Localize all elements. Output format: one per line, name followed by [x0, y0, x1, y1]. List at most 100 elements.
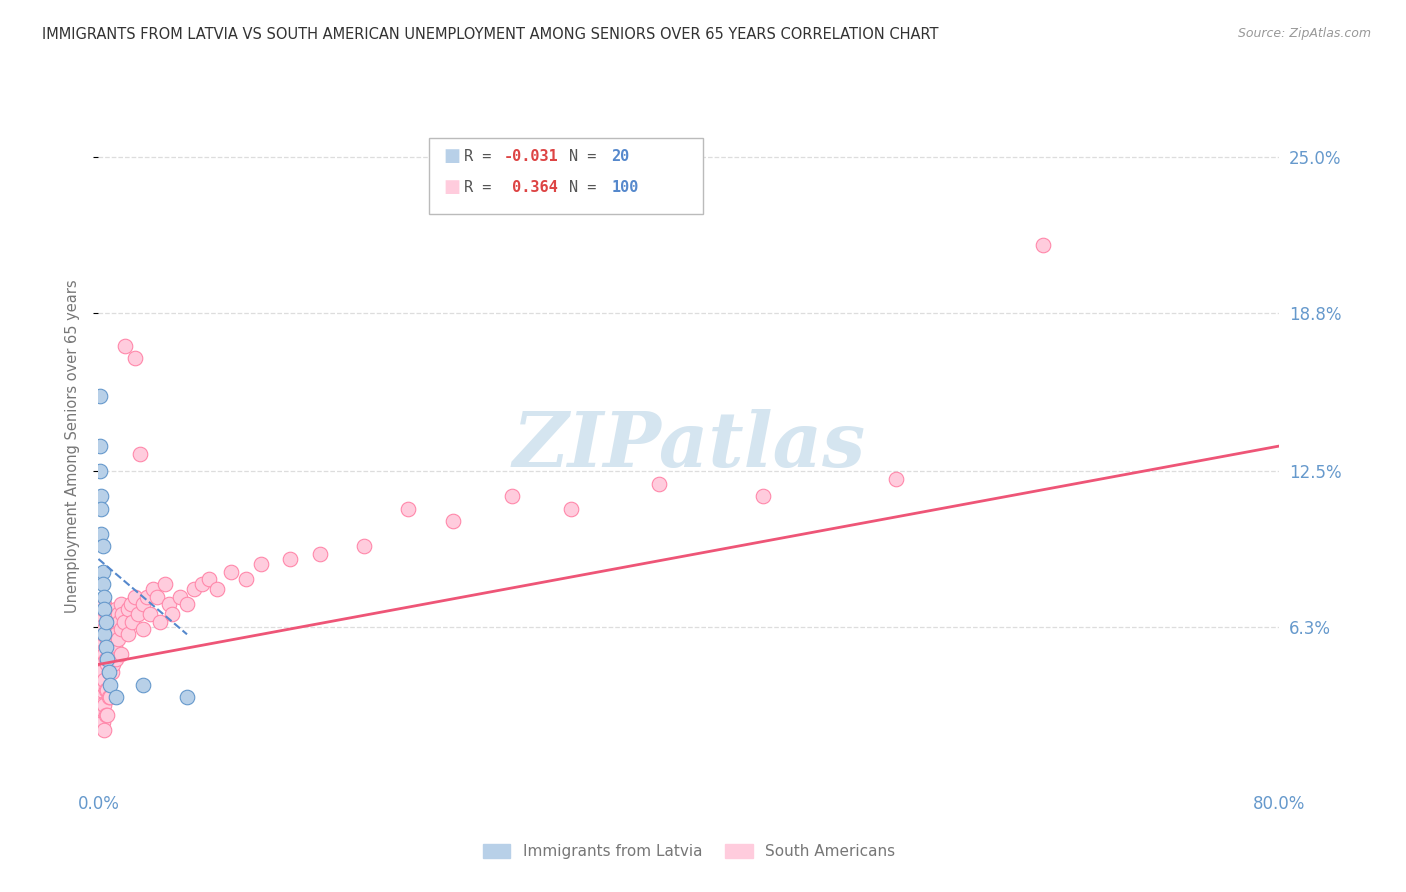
Point — [93, 648, 115, 662]
Point — [94, 640, 117, 654]
Text: N =: N = — [569, 149, 606, 163]
Point — [127, 607, 149, 622]
Point — [103, 632, 125, 647]
Point — [91, 577, 114, 591]
Point — [91, 602, 114, 616]
Point — [104, 640, 127, 654]
Point — [89, 677, 111, 691]
Text: ■: ■ — [443, 178, 460, 196]
Point — [132, 597, 155, 611]
Point — [91, 715, 114, 730]
Point — [93, 622, 115, 636]
Point — [176, 597, 198, 611]
Point — [198, 572, 221, 586]
Point — [183, 582, 205, 596]
Point — [93, 673, 115, 687]
Legend: Immigrants from Latvia, South Americans: Immigrants from Latvia, South Americans — [477, 838, 901, 865]
Point — [98, 677, 121, 691]
Point — [110, 622, 132, 636]
Point — [97, 665, 120, 679]
Point — [90, 607, 112, 622]
Point — [90, 682, 112, 697]
Point — [146, 590, 169, 604]
Text: IMMIGRANTS FROM LATVIA VS SOUTH AMERICAN UNEMPLOYMENT AMONG SENIORS OVER 65 YEAR: IMMIGRANTS FROM LATVIA VS SOUTH AMERICAN… — [42, 27, 939, 42]
Y-axis label: Unemployment Among Seniors over 65 years: Unemployment Among Seniors over 65 years — [65, 279, 80, 613]
Point — [94, 707, 117, 722]
Point — [501, 489, 523, 503]
Point — [89, 389, 111, 403]
Point — [100, 665, 122, 679]
Point — [96, 632, 118, 647]
Text: R =: R = — [464, 149, 501, 163]
Point — [132, 677, 155, 691]
Point — [250, 557, 273, 571]
Point — [110, 597, 132, 611]
Point — [120, 597, 142, 611]
Point — [103, 607, 125, 622]
Point — [128, 446, 150, 460]
Point — [105, 627, 128, 641]
Point — [96, 707, 118, 722]
Point — [91, 677, 114, 691]
Point — [90, 648, 112, 662]
Point — [91, 652, 114, 666]
Point — [90, 489, 112, 503]
Point — [89, 464, 111, 478]
Point — [117, 627, 139, 641]
Point — [111, 607, 134, 622]
Point — [94, 652, 117, 666]
Point — [96, 682, 118, 697]
Point — [93, 602, 115, 616]
Point — [107, 632, 129, 647]
Point — [309, 547, 332, 561]
Point — [89, 439, 111, 453]
Point — [560, 501, 582, 516]
Point — [91, 703, 114, 717]
Point — [114, 338, 136, 352]
Point — [94, 602, 117, 616]
Point — [96, 607, 118, 622]
Point — [89, 652, 111, 666]
Point — [98, 690, 121, 704]
Point — [89, 627, 111, 641]
Point — [97, 640, 120, 654]
Point — [110, 648, 132, 662]
Point — [117, 602, 139, 616]
Point — [96, 652, 118, 666]
Point — [91, 627, 114, 641]
Point — [648, 476, 671, 491]
Point — [90, 665, 112, 679]
Point — [142, 582, 165, 596]
Point — [94, 615, 117, 629]
Point — [105, 602, 128, 616]
Point — [124, 351, 146, 365]
Point — [89, 665, 111, 679]
Point — [396, 501, 419, 516]
Point — [136, 590, 159, 604]
Point — [353, 540, 375, 554]
Text: Source: ZipAtlas.com: Source: ZipAtlas.com — [1237, 27, 1371, 40]
Point — [97, 690, 120, 704]
Point — [93, 627, 115, 641]
Point — [107, 607, 129, 622]
Point — [93, 698, 115, 712]
Point — [90, 698, 112, 712]
Point — [205, 582, 228, 596]
Point — [100, 640, 122, 654]
Point — [162, 607, 183, 622]
Point — [108, 615, 131, 629]
Point — [105, 690, 128, 704]
Point — [90, 632, 112, 647]
Point — [121, 615, 143, 629]
Point — [153, 577, 176, 591]
Point — [89, 640, 111, 654]
Text: ZIPatlas: ZIPatlas — [512, 409, 866, 483]
Point — [94, 682, 117, 697]
Point — [89, 615, 111, 629]
Point — [191, 577, 214, 591]
Point — [98, 665, 121, 679]
Point — [91, 540, 114, 554]
Point — [884, 472, 907, 486]
Point — [105, 652, 128, 666]
Point — [98, 615, 121, 629]
